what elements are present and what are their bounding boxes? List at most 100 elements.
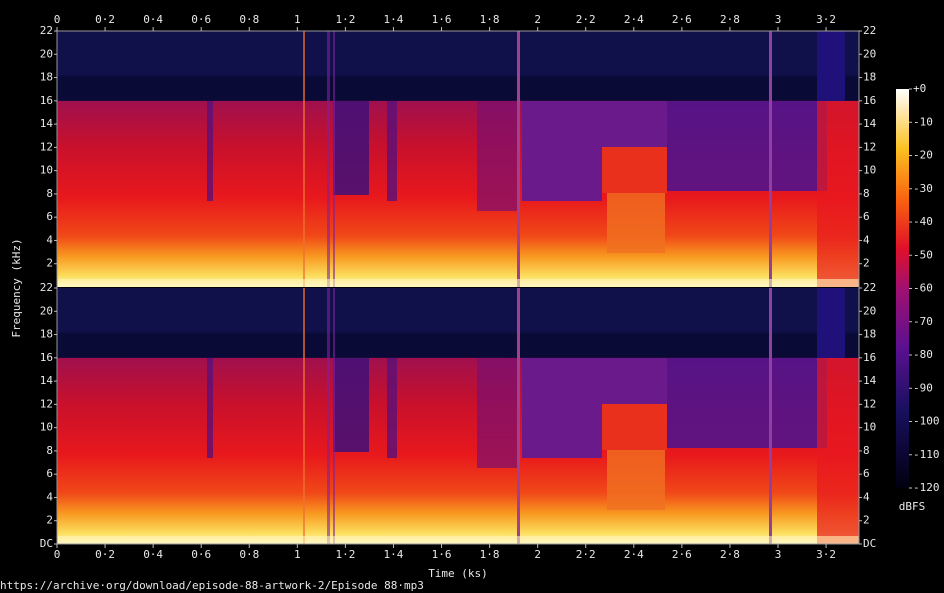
x-tick-label-bottom: 0·2 bbox=[95, 548, 115, 561]
y-tick-label-left: 6 bbox=[46, 467, 53, 480]
x-tick-label-top: 0·2 bbox=[95, 13, 115, 26]
x-tick-label-top: 0·8 bbox=[239, 13, 259, 26]
y-tick-label-right: 4 bbox=[863, 490, 870, 503]
x-tick-label-top: 1 bbox=[294, 13, 301, 26]
y-tick-label-left: 4 bbox=[46, 233, 53, 246]
y-tick-label-right: 6 bbox=[863, 210, 870, 223]
y-tick-label-right: 18 bbox=[863, 328, 876, 341]
colorbar bbox=[896, 89, 909, 488]
x-tick-label-top: 3·2 bbox=[816, 13, 836, 26]
y-tick-label-left: 14 bbox=[40, 117, 54, 130]
x-tick-label-bottom: 2·2 bbox=[576, 548, 596, 561]
y-tick-label-right: 10 bbox=[863, 421, 876, 434]
x-axis-label: Time (ks) bbox=[428, 567, 488, 580]
colorbar-tick-label: -100 bbox=[913, 415, 940, 428]
y-tick-label-left: 16 bbox=[40, 94, 53, 107]
y-tick-label-left: 6 bbox=[46, 210, 53, 223]
x-tick-label-top: 1·2 bbox=[335, 13, 355, 26]
x-tick-label-bottom: 1 bbox=[294, 548, 301, 561]
colorbar-tick-label: -20 bbox=[913, 149, 933, 162]
x-tick-label-top: 2·2 bbox=[576, 13, 596, 26]
x-tick-label-bottom: 0·4 bbox=[143, 548, 163, 561]
x-tick-label-bottom: 2·4 bbox=[624, 548, 644, 561]
colorbar-tick-label: -40 bbox=[913, 215, 933, 228]
y-tick-label-left: 8 bbox=[46, 187, 53, 200]
y-tick-label-left: 8 bbox=[46, 444, 53, 457]
y-tick-label-right: 22 bbox=[863, 281, 876, 294]
y-tick-label-left: DC bbox=[40, 537, 53, 550]
y-tick-label-right: 12 bbox=[863, 397, 876, 410]
colorbar-tick-label: -80 bbox=[913, 348, 933, 361]
colorbar-tick-label: -50 bbox=[913, 248, 933, 261]
x-tick-label-top: 1·6 bbox=[432, 13, 452, 26]
x-tick-label-top: 2·4 bbox=[624, 13, 644, 26]
y-tick-label-right: 22 bbox=[863, 24, 876, 37]
x-tick-label-bottom: 0·8 bbox=[239, 548, 259, 561]
y-tick-label-right: 8 bbox=[863, 444, 870, 457]
x-tick-label-bottom: 0·6 bbox=[191, 548, 211, 561]
y-tick-label-left: 20 bbox=[40, 47, 53, 60]
y-tick-label-right: 16 bbox=[863, 94, 876, 107]
colorbar-tick-label: -110 bbox=[913, 448, 940, 461]
colorbar-tick-label: -30 bbox=[913, 182, 933, 195]
x-tick-label-top: 2 bbox=[534, 13, 541, 26]
y-tick-label-left: 16 bbox=[40, 351, 53, 364]
y-tick-label-right: 16 bbox=[863, 351, 876, 364]
y-tick-label-left: 2 bbox=[46, 514, 53, 527]
x-tick-label-bottom: 0 bbox=[54, 548, 61, 561]
y-tick-label-left: 20 bbox=[40, 304, 53, 317]
y-tick-label-right: 14 bbox=[863, 374, 877, 387]
x-tick-label-top: 0 bbox=[54, 13, 61, 26]
y-tick-label-left: 2 bbox=[46, 257, 53, 270]
source-url: https://archive·org/download/episode-88-… bbox=[0, 579, 424, 592]
x-tick-label-bottom: 1·4 bbox=[384, 548, 404, 561]
x-tick-label-bottom: 3·2 bbox=[816, 548, 836, 561]
x-tick-label-top: 0·6 bbox=[191, 13, 211, 26]
y-tick-label-right: 6 bbox=[863, 467, 870, 480]
y-tick-label-right: 8 bbox=[863, 187, 870, 200]
colorbar-label: dBFS bbox=[899, 500, 926, 513]
y-tick-label-right: 14 bbox=[863, 117, 877, 130]
y-tick-label-left: 22 bbox=[40, 24, 53, 37]
x-tick-label-bottom: 2·6 bbox=[672, 548, 692, 561]
y-tick-label-right: 20 bbox=[863, 304, 876, 317]
y-tick-label-right: 2 bbox=[863, 257, 870, 270]
y-tick-label-left: 12 bbox=[40, 397, 53, 410]
spectrogram-channel-2 bbox=[57, 288, 859, 544]
x-tick-label-bottom: 2·8 bbox=[720, 548, 740, 561]
x-tick-label-bottom: 2 bbox=[534, 548, 541, 561]
y-tick-label-left: 10 bbox=[40, 164, 53, 177]
x-tick-label-bottom: 1·2 bbox=[335, 548, 355, 561]
x-tick-label-top: 2·8 bbox=[720, 13, 740, 26]
x-tick-label-top: 3 bbox=[775, 13, 782, 26]
y-tick-label-left: 4 bbox=[46, 490, 53, 503]
y-tick-label-right: 4 bbox=[863, 233, 870, 246]
x-tick-label-bottom: 1·6 bbox=[432, 548, 452, 561]
x-tick-label-top: 0·4 bbox=[143, 13, 163, 26]
x-tick-label-top: 1·4 bbox=[384, 13, 404, 26]
y-axis-label: Frequency (kHz) bbox=[10, 238, 23, 337]
y-tick-label-right: 20 bbox=[863, 47, 876, 60]
y-tick-label-left: 18 bbox=[40, 328, 53, 341]
x-tick-label-top: 1·8 bbox=[480, 13, 500, 26]
x-tick-label-top: 2·6 bbox=[672, 13, 692, 26]
y-tick-label-right: 10 bbox=[863, 164, 876, 177]
y-tick-label-right: 12 bbox=[863, 140, 876, 153]
colorbar-tick-label: -60 bbox=[913, 282, 933, 295]
y-tick-label-right: 18 bbox=[863, 71, 876, 84]
x-tick-label-bottom: 3 bbox=[775, 548, 782, 561]
y-tick-label-left: 12 bbox=[40, 140, 53, 153]
y-tick-label-left: 22 bbox=[40, 281, 53, 294]
x-tick-label-bottom: 1·8 bbox=[480, 548, 500, 561]
y-tick-label-right: DC bbox=[863, 537, 876, 550]
y-tick-label-left: 10 bbox=[40, 421, 53, 434]
y-tick-label-left: 18 bbox=[40, 71, 53, 84]
colorbar-tick-label: -90 bbox=[913, 381, 933, 394]
y-tick-label-left: 14 bbox=[40, 374, 54, 387]
colorbar-tick-label: -120 bbox=[913, 481, 940, 494]
colorbar-tick-label: +0 bbox=[913, 82, 926, 95]
spectrogram-channel-1 bbox=[57, 31, 859, 287]
y-tick-label-right: 2 bbox=[863, 514, 870, 527]
